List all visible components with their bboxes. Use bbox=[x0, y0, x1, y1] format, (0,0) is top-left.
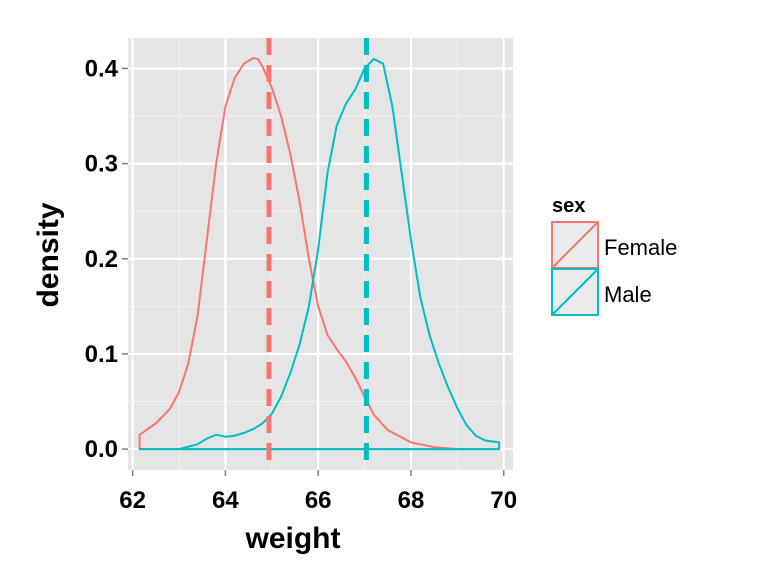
legend-key-female-line bbox=[552, 222, 598, 268]
density-curve-male bbox=[138, 57, 501, 451]
legend-item-male: Male bbox=[551, 268, 652, 316]
x-tick-label: 64 bbox=[212, 487, 239, 514]
legend-label-female: Female bbox=[604, 235, 677, 260]
y-axis-title: density bbox=[32, 202, 65, 307]
plot-panel bbox=[128, 38, 513, 470]
y-tick-label: 0.2 bbox=[85, 246, 118, 273]
legend-label-male: Male bbox=[604, 282, 652, 307]
y-tick-label: 0.4 bbox=[85, 55, 119, 82]
x-tick-label: 66 bbox=[305, 487, 332, 514]
y-tick-label: 0.3 bbox=[85, 151, 118, 178]
y-tick-label: 0.0 bbox=[85, 436, 118, 463]
x-tick-label: 68 bbox=[398, 487, 425, 514]
legend: sex Female Male bbox=[551, 195, 677, 316]
x-tick-label: 70 bbox=[490, 487, 517, 514]
x-axis-title: weight bbox=[245, 522, 341, 555]
legend-key-male-line bbox=[552, 269, 598, 315]
axes: 62 64 66 68 70 0.0 0.1 0.2 0.3 0.4 bbox=[85, 55, 517, 514]
x-tick-label: 62 bbox=[119, 487, 146, 514]
y-tick-label: 0.1 bbox=[85, 341, 118, 368]
mean-lines bbox=[266, 38, 369, 470]
density-curve-female bbox=[138, 56, 501, 451]
legend-title: sex bbox=[552, 195, 585, 217]
density-curves bbox=[138, 56, 501, 451]
legend-item-female: Female bbox=[551, 221, 677, 269]
